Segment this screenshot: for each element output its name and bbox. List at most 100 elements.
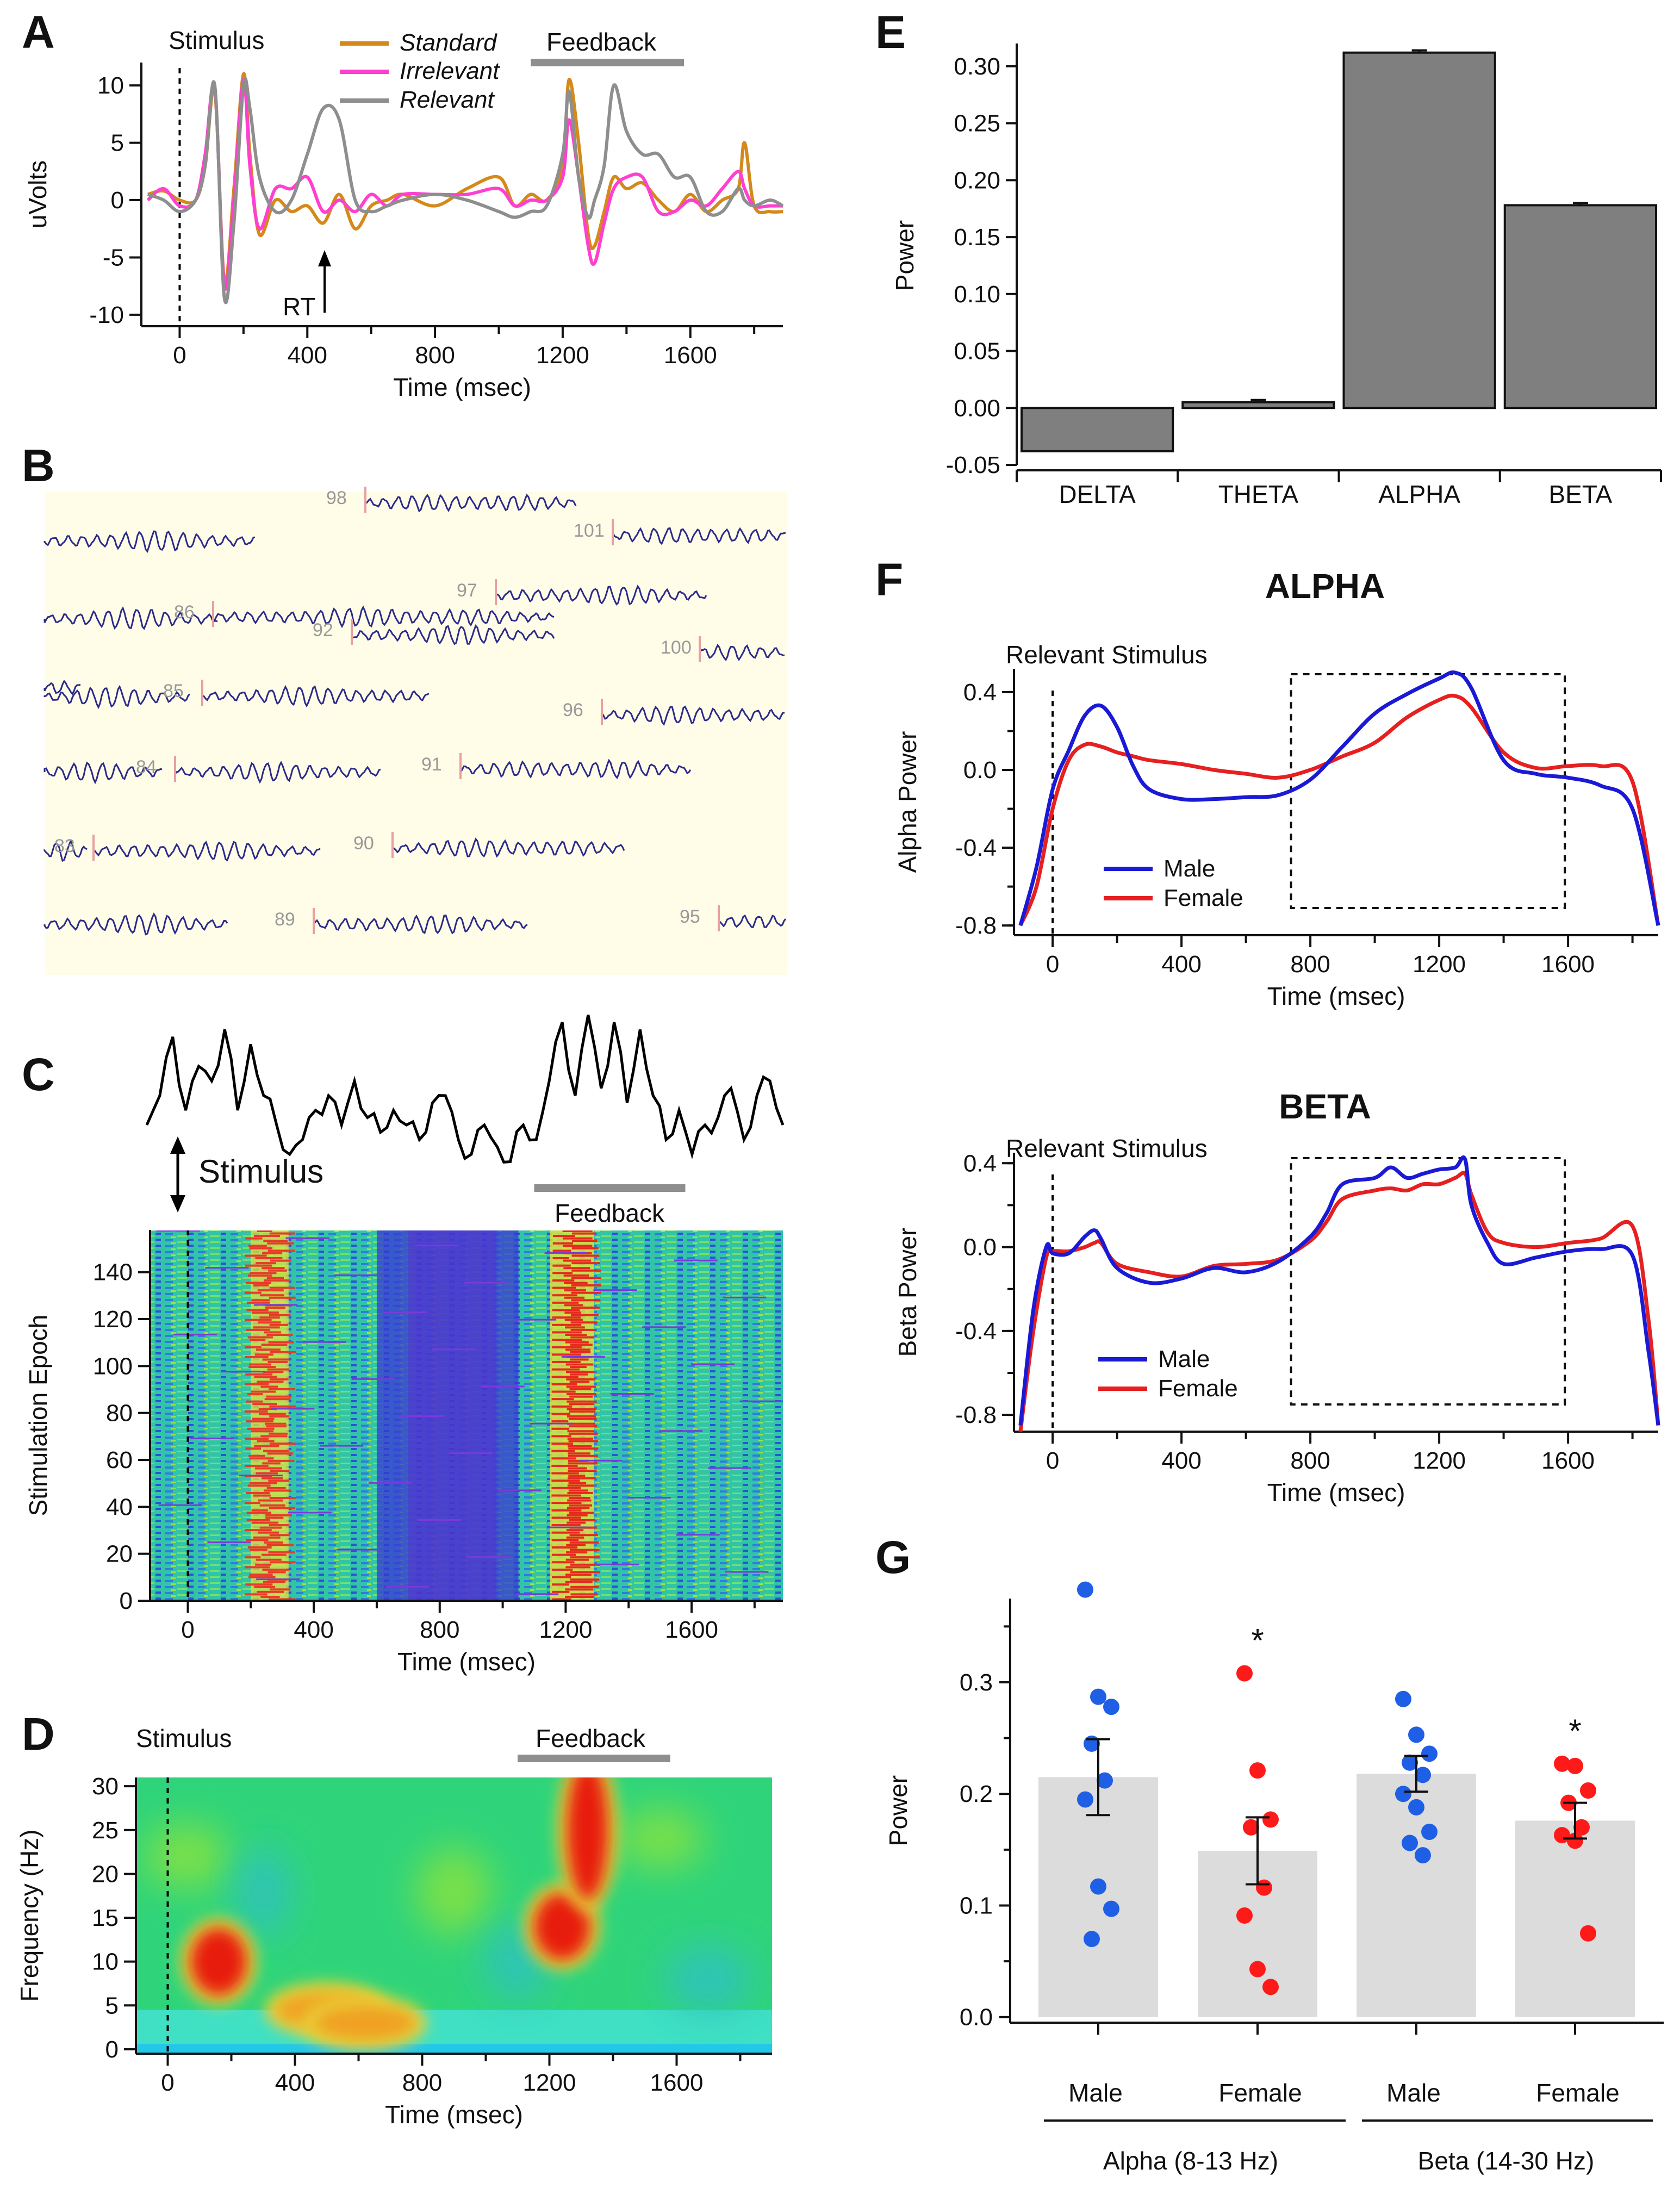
panel-f-alpha-legend: Male Female [1104,855,1243,911]
panel-c-average-trace [145,1015,785,1164]
y-axis-title: Power [891,220,919,291]
heatmap-streak [567,1415,596,1418]
heatmap-streak [552,1301,579,1304]
heatmap-streak [257,1381,284,1383]
heatmap-streak [551,1368,580,1371]
heatmap-streak [565,1348,591,1351]
category-label: Female [1536,2079,1619,2107]
heatmap-streak [544,1252,588,1254]
panel-a-stimulus-label: Stimulus [169,26,264,54]
heatmap-streak [250,1549,267,1551]
panel-b-traces: 98 101 97 86 92 100 85 96 84 91 83 90 89 95 [43,487,787,936]
y-tick-label: 0 [105,2036,119,2063]
heatmap-streak [260,1385,278,1388]
panel-f: F ALPHA 0 400 800 1200 1600 0.4 0.0 -0.4 -0.8 Tim… [875,554,1660,1507]
x-axis-title: Time (msec) [1267,982,1405,1010]
heatmap-streak [250,1482,277,1484]
beta-legend-male-label: Male [1158,1346,1210,1372]
x-tick-label: 800 [402,2069,442,2096]
heatmap-streak [568,1445,592,1447]
heatmap-streak [266,1395,292,1398]
panel-e-bars: DELTA THETA ALPHA BETA [1021,49,1657,508]
heatmap-streak [269,1296,296,1299]
heatmap-streak [258,1499,283,1502]
alpha-legend-female-label: Female [1163,885,1243,911]
data-point [1402,1835,1418,1851]
heatmap-streak [245,1383,269,1385]
heatmap-streak [269,1588,291,1591]
heatmap-streak [569,1403,594,1406]
y-tick-label: 0.0 [963,757,997,784]
heatmap-streak [267,1249,295,1252]
data-point [1249,1762,1266,1779]
heatmap-streak [244,1319,272,1321]
y-tick-label: 25 [92,1817,119,1844]
heatmap-streak [568,1489,588,1492]
heatmap-streak [245,1491,270,1494]
y-tick-label: 0 [120,1588,133,1614]
heatmap-streak [564,1304,583,1307]
panel-g-plot: Male * Female Male * Female [1038,1581,1635,2107]
heatmap-streak [568,1482,587,1484]
panel-c-feedback-bar [534,1184,686,1192]
heatmap-streak [250,1390,276,1393]
epoch-label: 91 [421,754,442,775]
heatmap-streak [570,1593,598,1596]
panel-f-beta-axes: 0 400 800 1200 1600 0.4 0.0 -0.4 -0.8 Time (msec)… [893,1150,1658,1507]
heatmap-streak [259,1316,280,1319]
panel-a-series [146,68,784,326]
x-tick-label: 0 [1046,951,1059,978]
data-point [1077,1581,1093,1598]
y-tick-label: 0.30 [954,53,1000,80]
y-tick-label: 5 [111,130,124,157]
heatmap-streak [568,1475,586,1477]
data-point [1567,1757,1583,1774]
heatmap-streak [256,1472,278,1475]
data-point [1580,1782,1596,1799]
heatmap-streak [261,1477,283,1479]
heatmap-streak [250,1339,266,1341]
heatmap-streak [269,1405,296,1408]
heatmap-streak [567,1400,597,1403]
heatmap-streak [244,1410,268,1413]
heatmap-streak [265,1516,284,1519]
panel-f-alpha-axes: 0 400 800 1200 1600 0.4 0.0 -0.4 -0.8 Time (msec)… [893,669,1658,1010]
alpha-series-female [1018,693,1660,927]
data-point [1249,1961,1266,1978]
heatmap-streak [246,1400,263,1403]
heatmap-streak [266,1487,286,1489]
panel-a-feedback-bar [531,59,685,66]
heatmap-streak [708,1467,752,1469]
heatmap-streak [674,1259,718,1261]
data-point [1077,1791,1093,1808]
heatmap-streak [552,1598,571,1600]
heatmap-streak [567,1507,590,1509]
heatmap-streak [562,1237,593,1240]
heatmap-streak [565,1566,590,1569]
heatmap-streak [269,1507,295,1509]
bar-alpha [1342,51,1496,409]
y-tick-label: 15 [92,1905,119,1931]
heatmap-streak [262,1252,283,1254]
panel-g: G 0.0 0.1 0.2 0.3 Power Male * Female Male * Fema… [875,1532,1664,2175]
category-label: Male [1386,2079,1441,2107]
heatmap-streak [449,1452,493,1454]
x-tick-label: 0 [161,2069,174,2096]
data-point [1243,1819,1259,1836]
heatmap-streak [659,1430,703,1432]
heatmap-streak [263,1240,288,1242]
panel-a-feedback-label: Feedback [546,28,657,56]
heatmap-streak [263,1450,289,1452]
heatmap-streak [551,1360,581,1363]
heatmap-streak [245,1373,273,1376]
epoch-label: 98 [326,488,347,508]
heatmap-streak [551,1405,573,1408]
epoch-label: 96 [563,700,583,720]
heatmap-hotspot [533,1893,590,1961]
data-point [1408,1726,1424,1743]
heatmap-streak [253,1536,281,1539]
heatmap-streak [530,1422,574,1425]
alpha-window [1290,673,1566,909]
y-tick-label: 0.20 [954,167,1000,194]
